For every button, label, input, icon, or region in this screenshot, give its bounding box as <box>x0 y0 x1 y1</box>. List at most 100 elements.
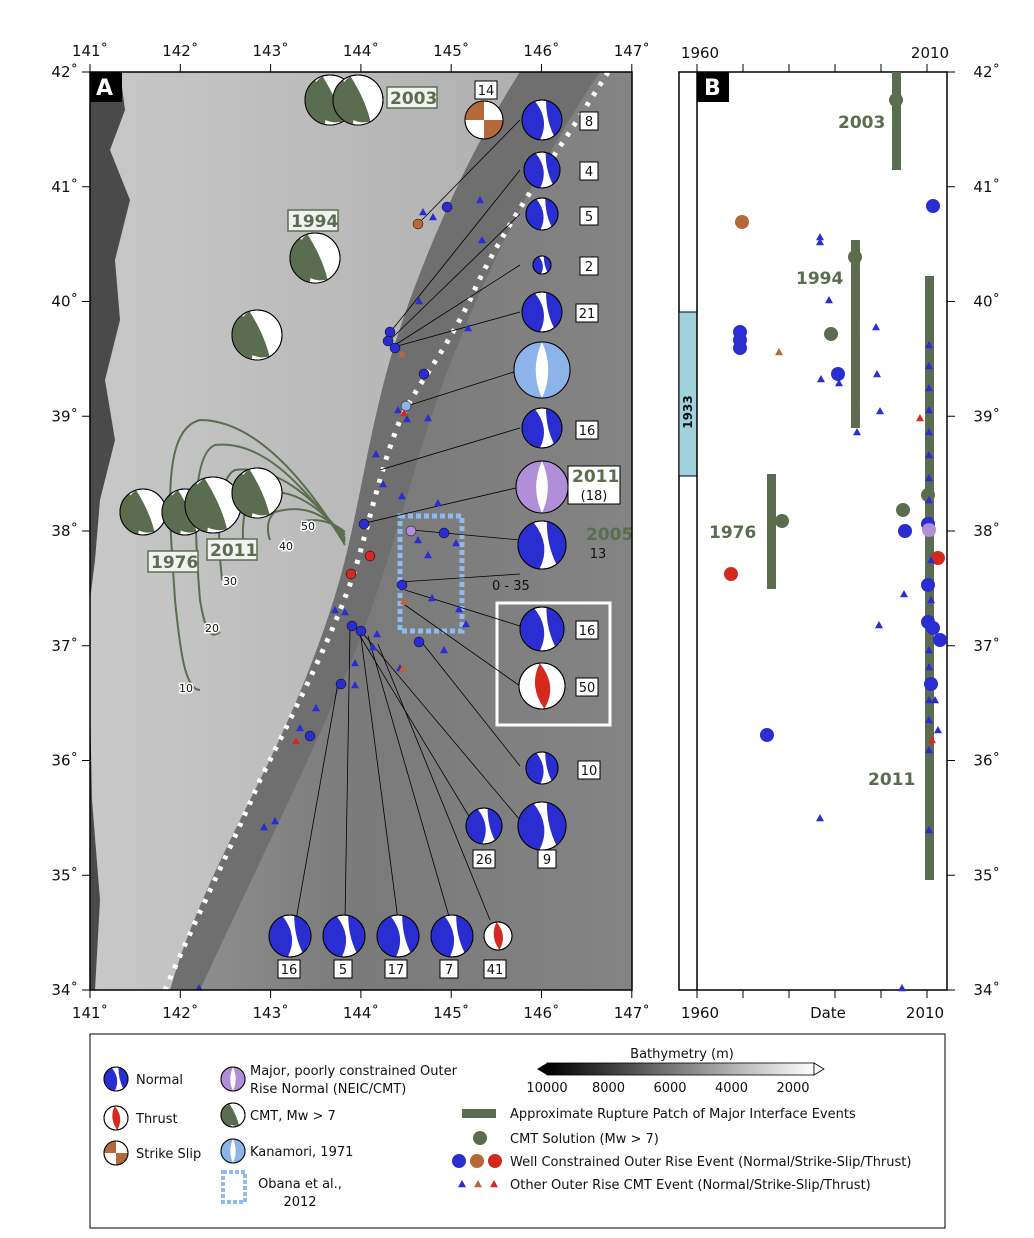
event-triangle <box>399 664 407 672</box>
event-triangle <box>452 539 460 547</box>
legend-kanamori: Kanamori, 1971 <box>250 1145 353 1160</box>
event-dot <box>304 730 316 742</box>
mechanism-year: 2011 <box>572 467 619 487</box>
mechanism-number-box <box>575 420 599 440</box>
legend-well-constrained: Well Constrained Outer Rise Event (Norma… <box>510 1155 911 1170</box>
contour-label: 30 <box>223 575 237 588</box>
focal-mechanism <box>521 291 563 333</box>
mechanism-number: 5 <box>585 210 593 225</box>
b-event-dot <box>733 341 747 355</box>
year-label: 2011 <box>210 541 257 561</box>
rupture-bar <box>767 474 776 589</box>
legend-thrust: Thrust <box>135 1112 178 1127</box>
event-triangle <box>351 681 359 689</box>
lon-tick-bottom: 143˚ <box>253 1004 289 1022</box>
event-triangle <box>372 450 380 458</box>
mechanism-number: 7 <box>445 963 453 978</box>
year-label: 1994 <box>291 212 338 232</box>
b-event-triangle <box>934 726 942 734</box>
legend: Normal Thrust Strike Slip Major, poorly con… <box>89 1033 946 1229</box>
mechanism-number-box <box>474 80 498 100</box>
bathy-tick: 4000 <box>715 1081 748 1096</box>
b-event-triangle <box>816 238 824 246</box>
lon-tick-bottom: 147˚ <box>614 1004 650 1022</box>
focal-mechanism <box>268 914 312 958</box>
b-year-label: 2003 <box>838 113 885 133</box>
event-triangle <box>341 608 349 616</box>
mechanism-number-box <box>579 256 599 276</box>
lat-tick-b: 35˚ <box>973 866 1000 884</box>
date-bottom-1960: 1960 <box>681 1004 719 1022</box>
rupture-bar <box>925 276 934 880</box>
b-event-triangle <box>925 646 933 654</box>
bathy-title: Bathymetry (m) <box>630 1047 734 1062</box>
event-triangle <box>398 492 406 500</box>
lon-tick-top: 142˚ <box>162 42 198 60</box>
event-triangle <box>195 984 203 990</box>
connector-line <box>411 529 521 541</box>
event-triangle <box>398 350 406 358</box>
year-label: 2003 <box>390 89 437 109</box>
lat-tick-a: 41˚ <box>51 178 78 196</box>
year-box <box>386 86 438 109</box>
mechanism-number: 26 <box>476 853 493 868</box>
map-panel-b: 1933 B 2003 1994 1976 2011 <box>678 71 948 992</box>
legend-dot-normal <box>452 1154 466 1168</box>
colorbar-arrow-left <box>537 1063 547 1075</box>
legend-tri-strike <box>474 1180 482 1188</box>
b-event-triangle <box>872 323 880 331</box>
b-event-triangle <box>817 375 825 383</box>
mechanism-number: (18) <box>581 489 608 504</box>
mechanism-box <box>567 465 621 505</box>
lon-tick-top: 145˚ <box>433 42 469 60</box>
b-event-triangle <box>875 621 883 629</box>
mechanism-number: 41 <box>487 963 504 978</box>
lat-tick-a: 34˚ <box>51 981 78 999</box>
connector-line <box>393 311 521 348</box>
bathy-tick: 10000 <box>526 1081 567 1096</box>
mechanism-number-box <box>537 849 557 869</box>
legend-major-2: Rise Normal (NEIC/CMT) <box>250 1082 406 1097</box>
mechanism-number: 2 <box>585 260 593 275</box>
b-event-triangle <box>925 406 933 414</box>
focal-mechanism <box>519 606 565 652</box>
bathy-colorbar <box>546 1062 815 1076</box>
event-triangle <box>373 630 381 638</box>
connector-line <box>394 264 521 346</box>
legend-tri-thrust <box>490 1180 498 1188</box>
year-box <box>287 209 339 232</box>
focal-mechanism <box>525 197 559 231</box>
lat-tick-b: 38˚ <box>973 522 1000 540</box>
mechanism-number-box <box>483 959 507 979</box>
event-triangle <box>478 236 486 244</box>
mechanism-number: 16 <box>579 624 596 639</box>
b-event-triangle <box>927 596 935 604</box>
event-triangle <box>415 297 423 305</box>
event-triangle <box>476 196 484 204</box>
event-dot <box>441 201 453 213</box>
mechanism-number: 10 <box>581 764 598 779</box>
legend-strike-slip: Strike Slip <box>136 1147 201 1162</box>
year-box <box>147 550 199 573</box>
lat-tick-b: 41˚ <box>973 178 1000 196</box>
b-event-triangle <box>925 362 933 370</box>
rupture-bar <box>892 72 901 170</box>
lat-tick-b: 40˚ <box>973 293 1000 311</box>
focal-mechanism <box>464 100 504 140</box>
panel-b-label: B <box>704 76 721 101</box>
date-top-2010: 2010 <box>911 44 949 62</box>
focal-mechanism <box>376 914 420 958</box>
legend-normal: Normal <box>136 1073 183 1088</box>
cmt-ball <box>289 232 341 284</box>
focal-mechanism <box>513 341 571 399</box>
focal-mechanism <box>465 807 503 845</box>
lat-tick-a: 40˚ <box>51 293 78 311</box>
event-dot <box>382 335 394 347</box>
event-triangle <box>424 551 432 559</box>
event-triangle <box>331 606 339 614</box>
b-event-triangle <box>876 407 884 415</box>
event-dot <box>405 525 417 537</box>
event-dot <box>412 218 424 230</box>
map-panel-a: 2003 1994 1976 2011 10 20 30 40 50 14 8 4 5 2 21 16 2011… <box>90 72 632 990</box>
event-dot <box>384 326 396 338</box>
